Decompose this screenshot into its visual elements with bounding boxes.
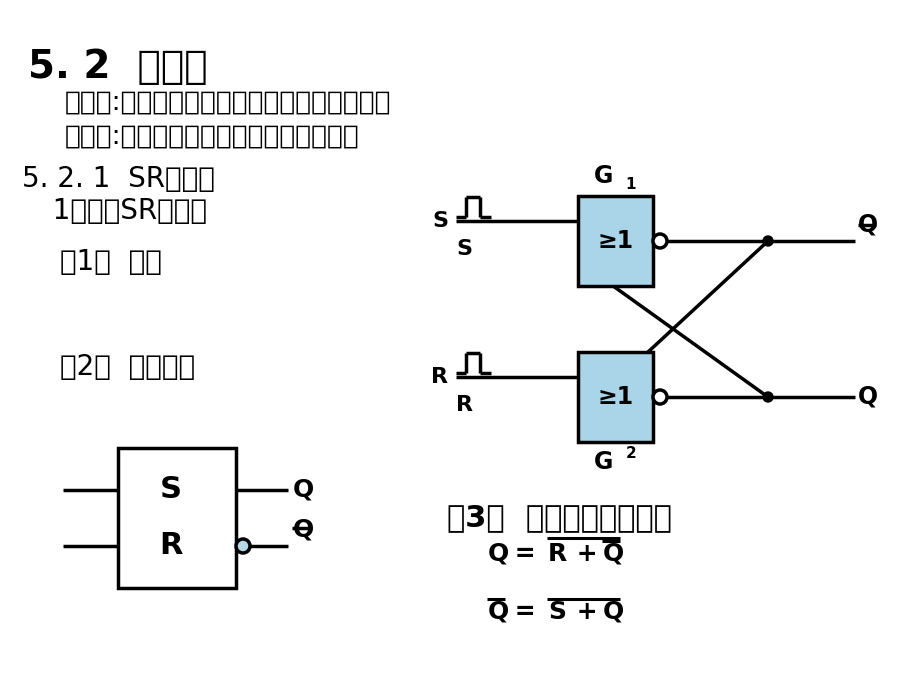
Text: R: R xyxy=(548,542,567,566)
Text: S: S xyxy=(456,239,471,259)
Text: 1: 1 xyxy=(625,177,635,192)
Text: Q: Q xyxy=(602,542,624,566)
Text: ≥1: ≥1 xyxy=(596,229,633,253)
Text: Q: Q xyxy=(857,213,877,237)
Text: S: S xyxy=(432,211,448,231)
Circle shape xyxy=(652,234,666,248)
Text: G: G xyxy=(594,164,613,188)
Text: +: + xyxy=(567,600,606,624)
Text: 触发器:是一种对脉冲边沿敏感的存储电路: 触发器:是一种对脉冲边沿敏感的存储电路 xyxy=(65,124,359,150)
Text: Q: Q xyxy=(857,385,877,409)
Text: Q: Q xyxy=(292,478,314,502)
Circle shape xyxy=(762,236,772,246)
Text: =: = xyxy=(505,542,544,566)
Text: Q: Q xyxy=(487,542,509,566)
Text: （1）  电路: （1） 电路 xyxy=(60,248,162,276)
Text: （2）  逻辑符号: （2） 逻辑符号 xyxy=(60,353,195,381)
Text: Q: Q xyxy=(487,600,509,624)
Circle shape xyxy=(236,539,250,553)
Circle shape xyxy=(652,390,666,404)
Text: ≥1: ≥1 xyxy=(596,385,633,409)
Bar xyxy=(118,448,236,588)
Text: 1、基本SR锁存器: 1、基本SR锁存器 xyxy=(35,197,207,225)
Text: R: R xyxy=(159,531,183,560)
Bar xyxy=(577,352,652,442)
Bar xyxy=(577,196,652,286)
Text: =: = xyxy=(505,600,544,624)
Text: 锁存器:是一种对脉冲电平敏感的存储单元电路: 锁存器:是一种对脉冲电平敏感的存储单元电路 xyxy=(65,90,391,116)
Text: R: R xyxy=(456,395,472,415)
Text: S: S xyxy=(160,475,182,504)
Text: G: G xyxy=(594,450,613,474)
Text: Q: Q xyxy=(292,517,314,541)
Text: Q: Q xyxy=(602,600,624,624)
Text: 5. 2. 1  SR锁存器: 5. 2. 1 SR锁存器 xyxy=(22,165,215,193)
Text: 5. 2  锁存器: 5. 2 锁存器 xyxy=(28,48,208,86)
Text: R: R xyxy=(430,367,448,387)
Text: 2: 2 xyxy=(625,446,636,461)
Circle shape xyxy=(762,392,772,402)
Text: （3）  由图得逻辑表达式: （3） 由图得逻辑表达式 xyxy=(447,503,671,532)
Text: +: + xyxy=(567,542,606,566)
Text: S: S xyxy=(548,600,565,624)
